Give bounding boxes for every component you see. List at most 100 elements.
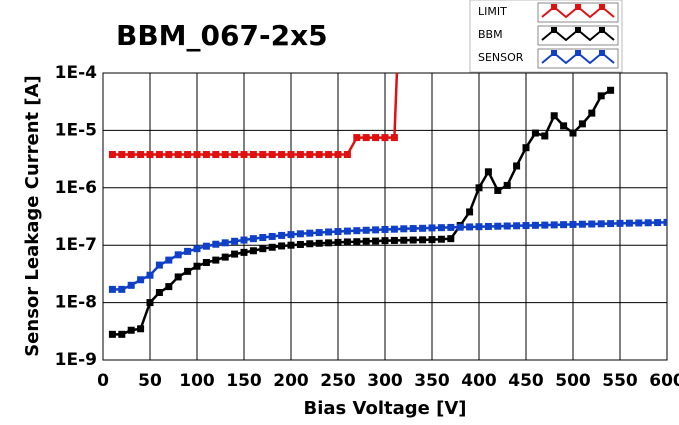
data-point [174,273,182,281]
data-point [174,151,182,159]
data-point [494,186,502,194]
data-point [165,283,173,291]
data-point [268,151,276,159]
legend-marker [599,27,605,33]
data-point [108,330,116,338]
data-point [315,229,323,237]
data-point [353,227,361,235]
data-point [522,222,530,230]
data-point [494,222,502,230]
data-point [231,237,239,245]
data-point [353,238,361,246]
data-point [597,220,605,228]
data-point [475,184,483,192]
data-point [409,225,417,233]
data-point [447,223,455,231]
legend-marker [599,50,605,56]
data-point [184,247,192,255]
chart-title: BBM_067-2x5 [116,19,328,52]
data-point [231,250,239,258]
data-point [362,134,370,142]
data-point [193,151,201,159]
data-point [287,231,295,239]
data-point [202,242,210,250]
legend-marker [551,27,557,33]
data-point [607,86,615,94]
data-point [259,234,267,242]
y-tick-label: 1E-6 [55,178,97,198]
data-point [146,151,154,159]
data-point [334,238,342,246]
data-point [334,151,342,159]
data-point [390,236,398,244]
data-point [560,221,568,229]
y-axis-label: Sensor Leakage Current [A] [22,75,43,357]
data-point [325,228,333,236]
x-tick-label: 600 [649,371,679,391]
data-point [240,151,248,159]
x-tick-label: 100 [179,371,215,391]
data-point [503,222,511,230]
x-tick-label: 50 [138,371,162,391]
data-point [127,281,135,289]
data-point [419,236,427,244]
data-point [607,220,615,228]
data-point [578,120,586,128]
data-point [372,237,380,245]
data-point [184,151,192,159]
data-point [231,151,239,159]
data-point [174,251,182,259]
data-point [287,241,295,249]
legend-swatch-box [537,25,619,46]
legend-marker [575,27,581,33]
x-tick-label: 400 [461,371,497,391]
data-point [240,236,248,244]
data-point [325,151,333,159]
y-tick-label: 1E-9 [55,350,97,370]
data-point [428,236,436,244]
data-point [155,288,163,296]
data-point [437,235,445,243]
data-point [362,226,370,234]
data-point [287,151,295,159]
data-point [569,129,577,137]
data-point [588,220,596,228]
data-point [616,219,624,227]
legend-label: BBM [478,28,503,41]
data-point [249,235,257,243]
data-point [381,225,389,233]
data-point [325,239,333,247]
x-tick-label: 450 [508,371,544,391]
data-point [108,285,116,293]
data-point [193,262,201,270]
data-point [396,12,403,19]
legend-label: SENSOR [478,51,524,64]
data-point [315,239,323,247]
data-point [315,151,323,159]
data-point [353,134,361,142]
data-point [428,224,436,232]
data-point [362,237,370,245]
data-point [278,231,286,239]
y-tick-label: 1E-7 [55,235,97,255]
data-point [240,248,248,256]
legend-marker [575,50,581,56]
x-tick-label: 500 [555,371,591,391]
data-point [625,219,633,227]
data-point [635,219,643,227]
data-point [296,230,304,238]
data-point [118,151,126,159]
data-point [390,134,398,142]
data-point [202,258,210,266]
data-point [118,285,126,293]
data-point [155,151,163,159]
data-point [541,221,549,229]
y-tick-label: 1E-8 [55,293,97,313]
data-point [202,151,210,159]
data-point [268,232,276,240]
data-point [127,326,135,334]
data-point [588,109,596,117]
data-point [390,225,398,233]
data-point [278,151,286,159]
